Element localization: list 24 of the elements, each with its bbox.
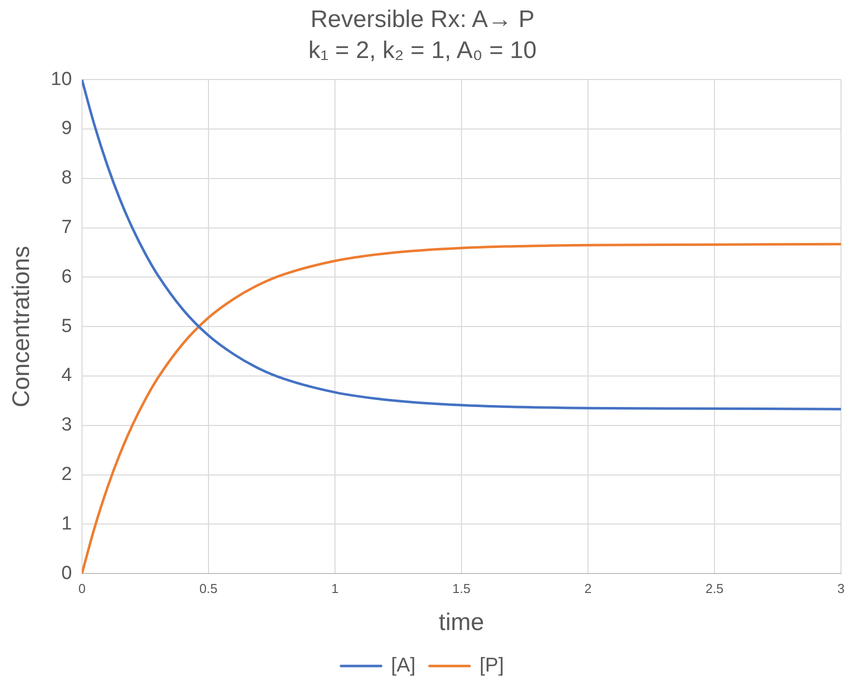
- y-tick-label: 5: [61, 316, 72, 337]
- y-tick-label: 3: [61, 414, 72, 436]
- y-tick-label: 9: [61, 118, 72, 140]
- legend-label: [A]: [391, 654, 416, 677]
- x-tick-label: 2.5: [705, 580, 724, 596]
- y-tick-label: 10: [50, 68, 72, 90]
- legend-label: [P]: [480, 654, 504, 677]
- y-tick-label: 6: [61, 266, 72, 288]
- x-tick-label: 3: [837, 580, 845, 596]
- y-tick-label: 1: [61, 513, 72, 534]
- line-series: [82, 242, 841, 574]
- x-tick-label: 1: [331, 580, 339, 596]
- x-axis-title: time: [438, 609, 484, 636]
- y-tick-label: 2: [61, 464, 72, 486]
- x-tick-label: 0.5: [199, 580, 218, 596]
- y-tick-label: 7: [61, 217, 72, 238]
- x-tick-label: 2: [584, 580, 592, 596]
- y-tick-label: 4: [61, 365, 72, 386]
- x-tick-label: 1.5: [452, 580, 471, 596]
- chart-title: Reversible Rx: A→ P: [310, 6, 535, 34]
- y-axis-title: Concentrations: [8, 246, 36, 408]
- x-tick-label: 0: [78, 580, 86, 596]
- y-tick-label: 8: [61, 168, 72, 189]
- chart-subtitle: k₁ = 2, k₂ = 1, A₀ = 10: [308, 36, 537, 64]
